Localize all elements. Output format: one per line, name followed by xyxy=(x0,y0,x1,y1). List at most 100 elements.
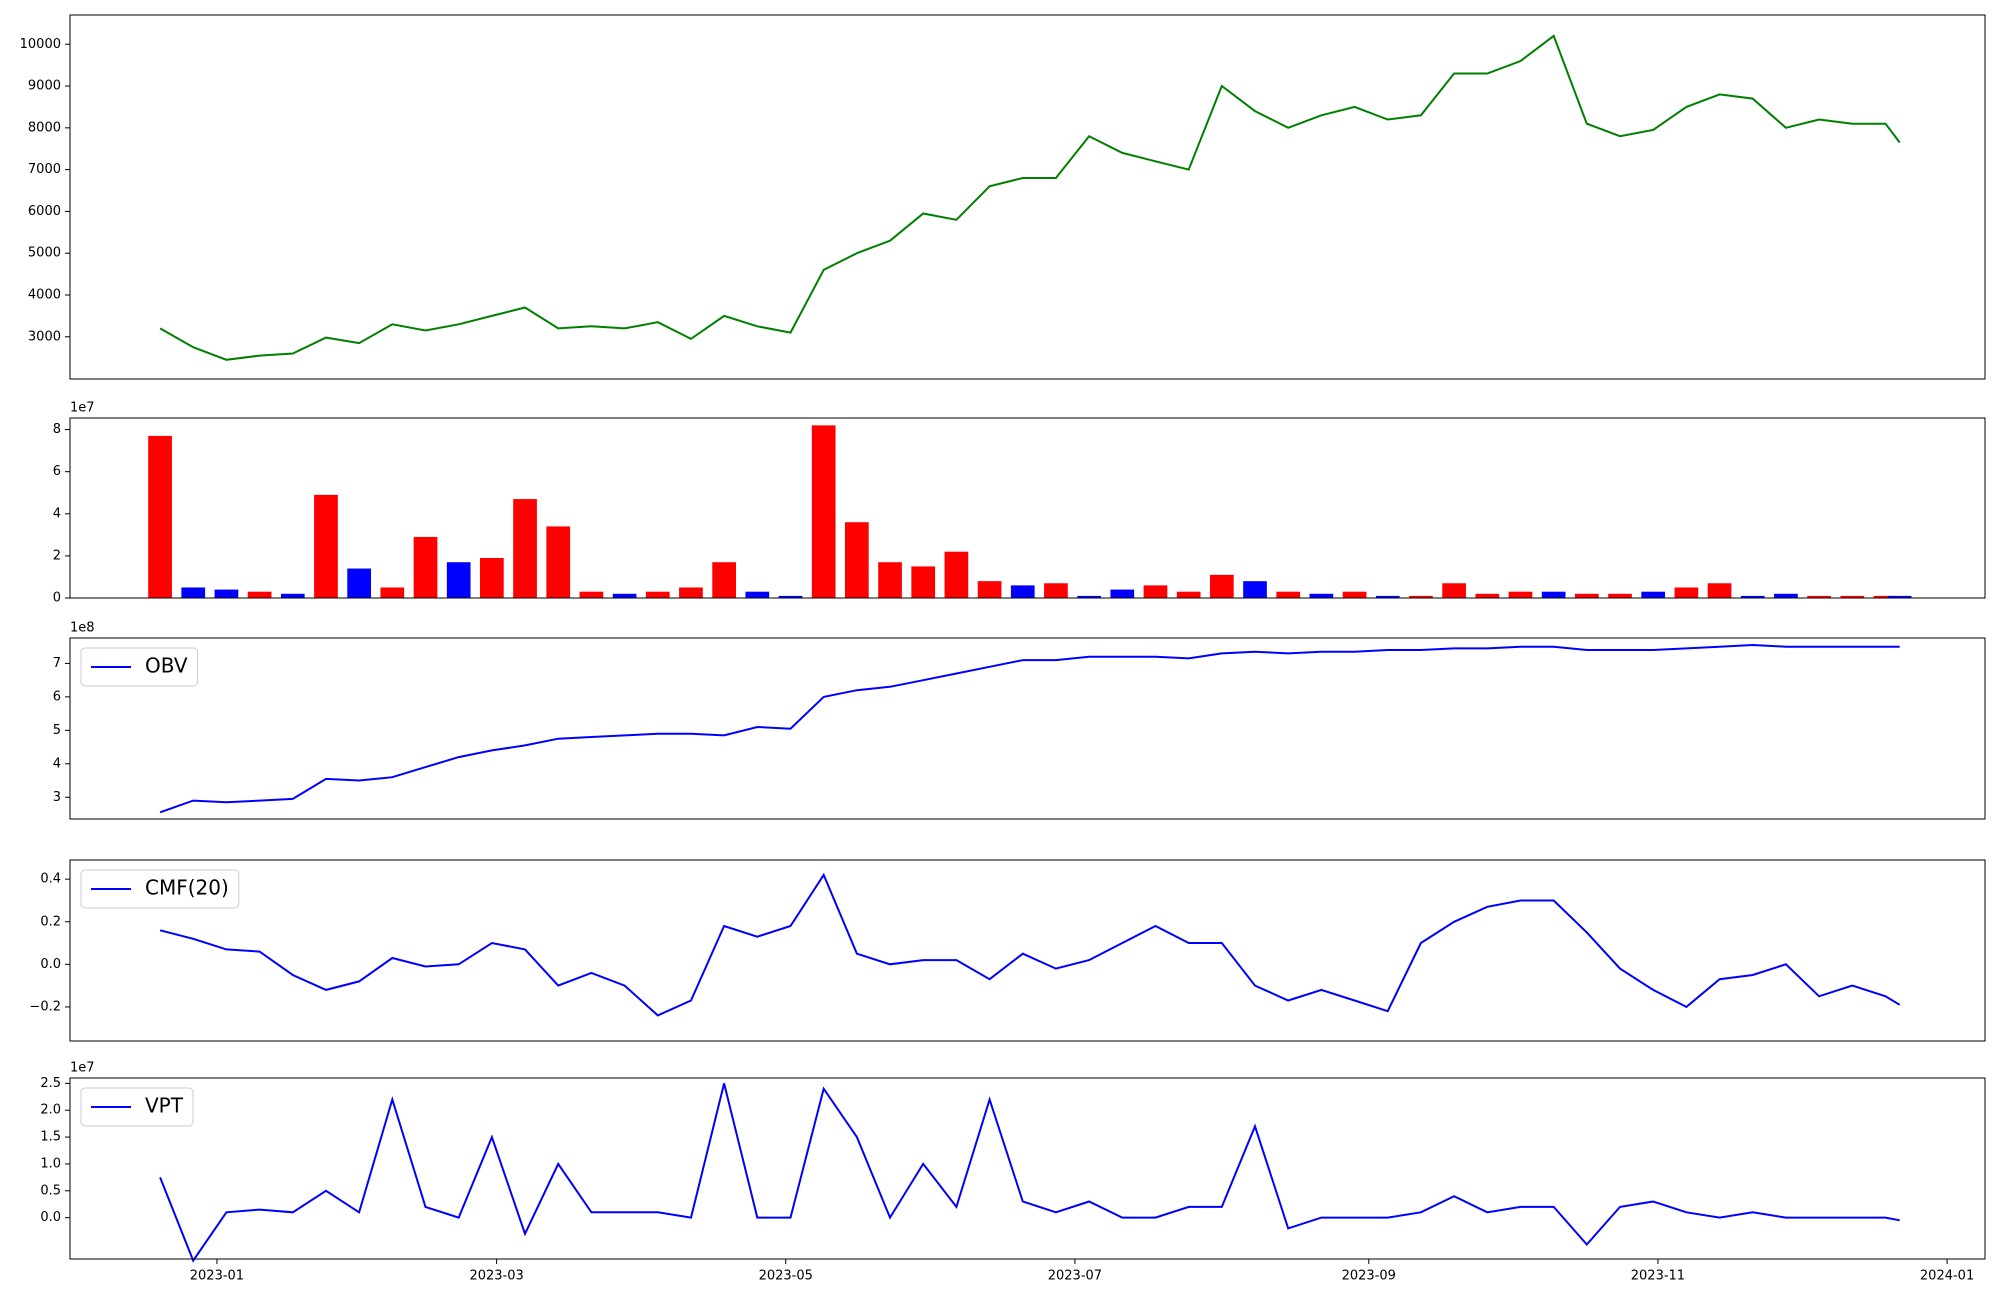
legend-label: OBV xyxy=(145,654,188,678)
volume-bar xyxy=(612,593,637,598)
volume-bar xyxy=(977,581,1002,598)
volume-bar xyxy=(778,595,803,598)
volume-bar xyxy=(1873,595,1898,598)
volume-bar xyxy=(1010,585,1035,598)
volume-bar xyxy=(1608,593,1632,598)
volume-bar xyxy=(1574,593,1599,598)
axes-frame xyxy=(69,1077,1986,1260)
y-tick-label: 8 xyxy=(53,422,61,437)
y-tick-label: 0.4 xyxy=(40,872,61,887)
volume-bar xyxy=(1176,591,1201,598)
volume-bar xyxy=(214,589,239,598)
y-tick-label: 0.0 xyxy=(40,957,61,972)
volume-bar xyxy=(1740,595,1765,598)
volume-bar xyxy=(1442,583,1466,598)
volume-bar xyxy=(1707,583,1732,598)
volume-bar xyxy=(1840,595,1865,598)
volume-bar xyxy=(811,425,836,598)
volume-bar xyxy=(380,587,405,598)
volume-bar xyxy=(148,435,172,598)
volume-bar xyxy=(1541,591,1566,598)
volume-bar xyxy=(645,591,670,598)
volume-bar xyxy=(911,566,936,598)
x-tick-label: 2023-11 xyxy=(1631,1269,1685,1284)
volume-bar xyxy=(247,591,272,598)
volume-bar xyxy=(1243,581,1267,598)
offset-label: 1e7 xyxy=(70,1061,95,1076)
volume-bar xyxy=(480,558,504,598)
y-tick-label: 6 xyxy=(53,689,61,704)
volume-bar xyxy=(712,562,736,598)
volume-bar xyxy=(314,494,338,598)
y-tick-label: 0.5 xyxy=(40,1183,61,1198)
volume-bar xyxy=(1887,595,1912,598)
volume-bar xyxy=(1342,591,1367,598)
axes-frame xyxy=(69,417,1986,599)
y-tick-label: 6 xyxy=(53,464,61,479)
volume-bar xyxy=(1276,591,1301,598)
y-tick-label: −0.2 xyxy=(29,999,61,1014)
series-line xyxy=(159,1083,1900,1263)
volume-bar xyxy=(513,499,537,598)
y-tick-label: 5000 xyxy=(28,246,61,261)
y-tick-label: 4 xyxy=(53,506,61,521)
volume-bar xyxy=(1375,595,1400,598)
volume-bar xyxy=(1309,593,1334,598)
volume-bar xyxy=(546,526,571,598)
volume-bar xyxy=(413,536,438,598)
legend-label: VPT xyxy=(145,1094,184,1118)
x-tick-label: 2024-01 xyxy=(1920,1269,1974,1284)
y-tick-label: 7000 xyxy=(28,162,61,177)
axes-frame xyxy=(69,14,1986,380)
x-tick-label: 2023-07 xyxy=(1048,1269,1102,1284)
axes-frame xyxy=(69,637,1986,820)
y-tick-label: 4000 xyxy=(28,288,61,303)
axes-frame xyxy=(69,859,1986,1042)
volume-bar xyxy=(280,593,305,598)
series-line xyxy=(159,34,1901,361)
legend-box xyxy=(80,1087,194,1127)
y-tick-label: 9000 xyxy=(28,79,61,94)
volume-bar xyxy=(1077,595,1101,598)
volume-bar xyxy=(1143,585,1168,598)
y-tick-label: 6000 xyxy=(28,204,61,219)
y-tick-label: 0 xyxy=(53,591,61,606)
volume-bar xyxy=(1774,593,1798,598)
volume-bar xyxy=(1508,591,1533,598)
y-tick-label: 8000 xyxy=(28,120,61,135)
y-tick-label: 1.5 xyxy=(40,1130,61,1145)
volume-bar xyxy=(878,562,902,598)
volume-bar xyxy=(1475,593,1500,598)
x-tick-label: 2023-01 xyxy=(190,1269,244,1284)
x-tick-label: 2023-05 xyxy=(759,1269,813,1284)
legend-label: CMF(20) xyxy=(145,876,229,900)
y-tick-label: 10000 xyxy=(20,37,61,52)
volume-bar xyxy=(1110,589,1135,598)
volume-bar xyxy=(845,522,869,598)
volume-bar xyxy=(579,591,604,598)
volume-bar xyxy=(1807,595,1831,598)
legend-box xyxy=(80,647,199,687)
y-tick-label: 2 xyxy=(53,548,61,563)
y-tick-label: 7 xyxy=(53,656,61,671)
volume-bar xyxy=(679,587,703,598)
volume-bar xyxy=(1044,583,1068,598)
x-tick-label: 2023-03 xyxy=(469,1269,523,1284)
offset-label: 1e8 xyxy=(70,621,95,636)
y-tick-label: 5 xyxy=(53,723,61,738)
volume-bar xyxy=(446,562,471,598)
y-tick-label: 2.5 xyxy=(40,1076,61,1091)
y-tick-label: 0.2 xyxy=(40,914,61,929)
volume-bar xyxy=(745,591,770,598)
series-line xyxy=(159,872,1901,1017)
volume-bar xyxy=(1674,587,1699,598)
volume-bar xyxy=(181,587,206,598)
y-tick-label: 3 xyxy=(53,790,61,805)
y-tick-label: 0.0 xyxy=(40,1210,61,1225)
legend-box xyxy=(80,869,240,909)
y-tick-label: 4 xyxy=(53,756,61,771)
y-tick-label: 1.0 xyxy=(40,1156,61,1171)
offset-label: 1e7 xyxy=(70,401,95,416)
x-tick-label: 2023-09 xyxy=(1342,1269,1396,1284)
